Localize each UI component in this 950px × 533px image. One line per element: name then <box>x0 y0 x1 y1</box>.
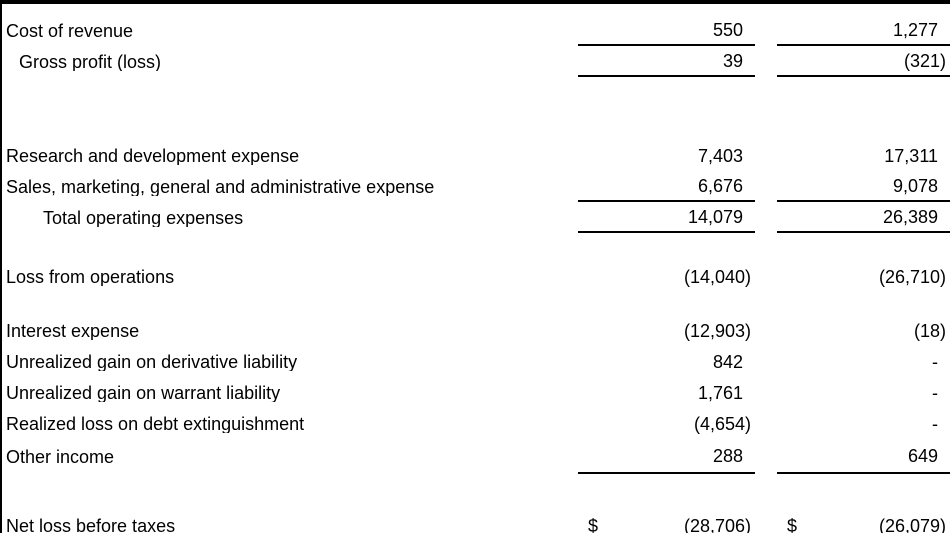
cell-value: (28,706) <box>683 515 751 533</box>
value-cell-period2: - <box>777 377 950 408</box>
table-row: Cost of revenue 550 1,277 <box>2 15 950 46</box>
value-cell-period2: 26,389 <box>777 202 950 233</box>
value-cell-period1: 842 <box>578 346 755 377</box>
cell-value: 1,761 <box>697 382 743 403</box>
table-row: Unrealized gain on derivative liability 8… <box>2 346 950 377</box>
row-label: Loss from operations <box>6 267 175 286</box>
column-gap <box>755 346 777 377</box>
cell-value: (14,040) <box>683 266 751 287</box>
row-label: Total operating expenses <box>43 208 244 227</box>
blank-row <box>2 233 950 261</box>
column-gap <box>755 377 777 408</box>
cell-value: 7,403 <box>697 145 743 166</box>
blank-row <box>2 292 950 315</box>
row-label: Gross profit (loss) <box>19 52 162 71</box>
cell-value: (4,654) <box>693 413 751 434</box>
column-gap <box>755 261 777 292</box>
row-label: Cost of revenue <box>6 21 134 40</box>
cell-value: 550 <box>712 19 743 40</box>
cell-value: 6,676 <box>697 175 743 196</box>
table-row: Net loss before taxes $ (28,706) $ (26,079) <box>2 510 950 533</box>
table-row: Total operating expenses 14,079 26,389 <box>2 202 950 233</box>
cell-value: 39 <box>722 50 743 71</box>
value-cell-period2: (26,710) <box>777 261 950 292</box>
table-row: Realized loss on debt extinguishment (4,6… <box>2 408 950 439</box>
value-cell-period1: 1,761 <box>578 377 755 408</box>
column-gap <box>755 15 777 46</box>
cell-value: - <box>932 413 938 434</box>
row-label: Net loss before taxes <box>6 516 176 533</box>
value-cell-period1: 6,676 <box>578 171 755 202</box>
value-cell-period1: 14,079 <box>578 202 755 233</box>
column-gap <box>755 171 777 202</box>
value-cell-period2: - <box>777 408 950 439</box>
cell-value: - <box>932 351 938 372</box>
value-cell-period2: $ (26,079) <box>777 510 950 533</box>
cell-value: 842 <box>712 351 743 372</box>
table-row: Sales, marketing, general and administra… <box>2 171 950 202</box>
value-cell-period2: 17,311 <box>777 140 950 171</box>
value-cell-period1: (12,903) <box>578 315 755 346</box>
cell-value: 288 <box>712 445 743 466</box>
dollar-sign: $ <box>588 515 599 533</box>
table-rows: Cost of revenue 550 1,277 Gross profit (los… <box>2 4 950 533</box>
cell-value: 649 <box>907 445 938 466</box>
value-cell-period2: 1,277 <box>777 15 950 46</box>
cell-value: (321) <box>903 50 946 71</box>
value-cell-period2: (321) <box>777 46 950 77</box>
blank-row <box>2 77 950 140</box>
value-cell-period2: 649 <box>777 439 950 474</box>
column-gap <box>755 46 777 77</box>
value-cell-period1: $ (28,706) <box>578 510 755 533</box>
table-row: Gross profit (loss) 39 (321) <box>2 46 950 77</box>
value-cell-period1: 7,403 <box>578 140 755 171</box>
row-label: Unrealized gain on derivative liability <box>6 352 298 371</box>
cell-value: - <box>932 382 938 403</box>
cell-value: (18) <box>913 320 946 341</box>
value-cell-period2: - <box>777 346 950 377</box>
column-gap <box>755 439 777 474</box>
column-gap <box>755 408 777 439</box>
cell-value: (26,710) <box>878 266 946 287</box>
table-row: Unrealized gain on warrant liability 1,76… <box>2 377 950 408</box>
table-row: Interest expense (12,903) (18) <box>2 315 950 346</box>
value-cell-period1: (14,040) <box>578 261 755 292</box>
value-cell-period1: 39 <box>578 46 755 77</box>
row-label: Other income <box>6 447 115 466</box>
cell-value: 26,389 <box>882 206 938 227</box>
value-cell-period2: 9,078 <box>777 171 950 202</box>
column-gap <box>755 510 777 533</box>
row-label: Research and development expense <box>6 146 300 165</box>
row-label: Unrealized gain on warrant liability <box>6 383 281 402</box>
table-row: Research and development expense 7,403 17,… <box>2 140 950 171</box>
blank-row <box>2 474 950 510</box>
cell-value: 1,277 <box>892 19 938 40</box>
dollar-sign: $ <box>787 515 798 533</box>
row-label: Interest expense <box>6 321 140 340</box>
value-cell-period1: (4,654) <box>578 408 755 439</box>
value-cell-period1: 550 <box>578 15 755 46</box>
cell-value: (12,903) <box>683 320 751 341</box>
column-gap <box>755 202 777 233</box>
cell-value: 9,078 <box>892 175 938 196</box>
cell-value: (26,079) <box>878 515 946 533</box>
cell-value: 17,311 <box>884 145 938 166</box>
value-cell-period2: (18) <box>777 315 950 346</box>
row-label: Sales, marketing, general and administra… <box>6 177 435 196</box>
value-cell-period1: 288 <box>578 439 755 474</box>
table-row: Other income 288 649 <box>2 439 950 474</box>
column-gap <box>755 315 777 346</box>
column-gap <box>755 140 777 171</box>
table-row: Loss from operations (14,040) (26,710) <box>2 261 950 292</box>
row-label: Realized loss on debt extinguishment <box>6 414 305 433</box>
cell-value: 14,079 <box>687 206 743 227</box>
